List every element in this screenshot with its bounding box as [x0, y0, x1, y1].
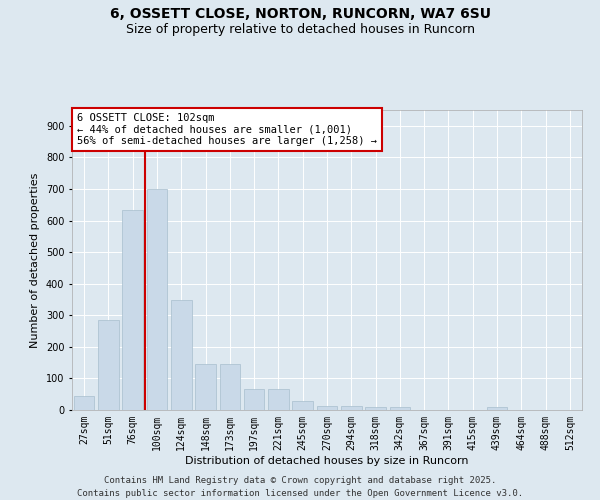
- Text: 6, OSSETT CLOSE, NORTON, RUNCORN, WA7 6SU: 6, OSSETT CLOSE, NORTON, RUNCORN, WA7 6S…: [110, 8, 491, 22]
- Text: Contains HM Land Registry data © Crown copyright and database right 2025.
Contai: Contains HM Land Registry data © Crown c…: [77, 476, 523, 498]
- Bar: [341, 406, 362, 410]
- Bar: [244, 390, 265, 410]
- Bar: [268, 390, 289, 410]
- Bar: [317, 406, 337, 410]
- Text: 6 OSSETT CLOSE: 102sqm
← 44% of detached houses are smaller (1,001)
56% of semi-: 6 OSSETT CLOSE: 102sqm ← 44% of detached…: [77, 113, 377, 146]
- Bar: [389, 407, 410, 410]
- X-axis label: Distribution of detached houses by size in Runcorn: Distribution of detached houses by size …: [185, 456, 469, 466]
- Bar: [171, 300, 191, 410]
- Bar: [220, 364, 240, 410]
- Bar: [122, 210, 143, 410]
- Bar: [292, 400, 313, 410]
- Text: Size of property relative to detached houses in Runcorn: Size of property relative to detached ho…: [125, 22, 475, 36]
- Bar: [146, 189, 167, 410]
- Bar: [98, 320, 119, 410]
- Bar: [195, 364, 216, 410]
- Bar: [74, 396, 94, 410]
- Y-axis label: Number of detached properties: Number of detached properties: [31, 172, 40, 348]
- Bar: [487, 408, 508, 410]
- Bar: [365, 407, 386, 410]
